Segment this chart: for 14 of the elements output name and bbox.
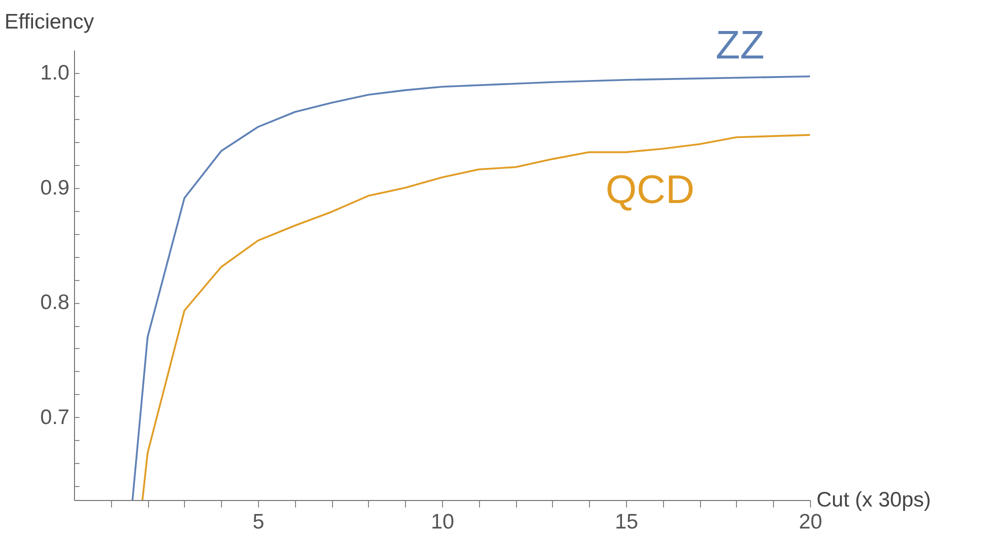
- line-series: [142, 134, 810, 500]
- x-tick-label: 15: [614, 510, 638, 533]
- y-tick-label: 1.0: [40, 61, 70, 84]
- y-tick-label: 0.7: [40, 406, 70, 429]
- series-label: QCD: [606, 168, 694, 212]
- x-axis-title: Cut (x 30ps): [816, 488, 931, 512]
- x-tick-label: 5: [252, 510, 264, 533]
- series-label: ZZ: [716, 23, 764, 68]
- line-series: [132, 76, 810, 500]
- y-axis-title: Efficiency: [4, 10, 94, 34]
- x-tick-label: 10: [430, 510, 454, 533]
- y-tick-label: 0.8: [40, 291, 70, 314]
- x-tick-label: 20: [798, 510, 822, 533]
- y-tick-label: 0.9: [40, 176, 70, 200]
